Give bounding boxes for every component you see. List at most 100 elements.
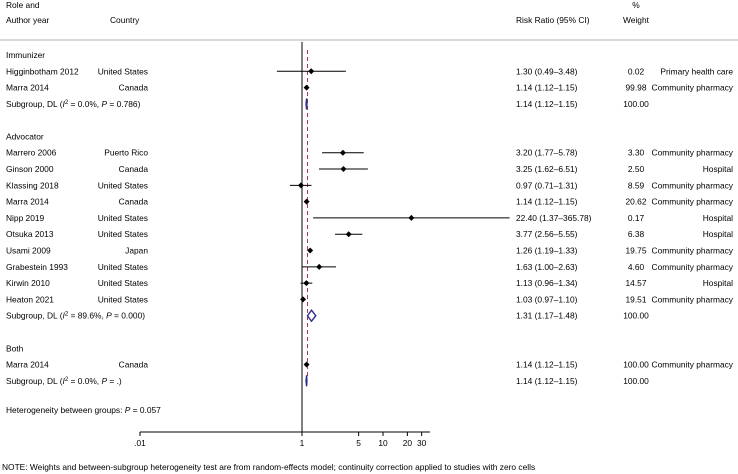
study-author: Marra 2014 xyxy=(6,360,49,370)
study-author: Ginson 2000 xyxy=(6,164,54,174)
study-author: Marra 2014 xyxy=(6,83,49,93)
header-country: Country xyxy=(110,15,140,25)
heterogeneity-between-groups: Heterogeneity between groups: P = 0.057 xyxy=(6,405,161,415)
study-point-marker xyxy=(408,214,415,221)
study-setting: Community pharmacy xyxy=(652,262,734,272)
study-country: United States xyxy=(98,66,148,76)
study-setting: Community pharmacy xyxy=(652,148,734,158)
study-risk-ratio: 1.14 (1.12–1.15) xyxy=(516,197,578,207)
study-point-marker xyxy=(307,247,314,254)
study-risk-ratio: 1.14 (1.12–1.15) xyxy=(516,360,578,370)
group-heading: Advocator xyxy=(6,131,44,141)
study-setting: Hospital xyxy=(703,229,733,239)
study-risk-ratio: 1.03 (0.97–1.10) xyxy=(516,294,578,304)
study-risk-ratio: 1.13 (0.96–1.34) xyxy=(516,278,578,288)
subgroup-weight: 100.00 xyxy=(623,99,649,109)
subgroup-risk-ratio: 1.14 (1.12–1.15) xyxy=(516,99,578,109)
x-axis-tick-label: 20 xyxy=(403,438,413,448)
study-country: Canada xyxy=(119,164,149,174)
study-point-marker xyxy=(303,84,310,91)
x-axis-tick-label: 10 xyxy=(378,438,388,448)
study-country: Canada xyxy=(119,83,149,93)
study-author: Otsuka 2013 xyxy=(6,229,54,239)
group-heading: Both xyxy=(6,343,24,353)
study-point-marker xyxy=(300,296,307,303)
study-weight: 20.62 xyxy=(626,197,647,207)
subgroup-risk-ratio: 1.31 (1.17–1.48) xyxy=(516,311,578,321)
study-setting: Hospital xyxy=(703,213,733,223)
study-weight: 8.59 xyxy=(628,180,645,190)
study-risk-ratio: 1.14 (1.12–1.15) xyxy=(516,83,578,93)
study-setting: Hospital xyxy=(703,164,733,174)
study-weight: 14.57 xyxy=(626,278,647,288)
study-weight: 6.38 xyxy=(628,229,645,239)
header-percent: % xyxy=(632,0,640,10)
study-point-marker xyxy=(339,149,346,156)
study-risk-ratio: 1.30 (0.49–3.48) xyxy=(516,66,578,76)
study-point-marker xyxy=(303,280,310,287)
study-point-marker xyxy=(303,361,310,368)
study-author: Klassing 2018 xyxy=(6,180,59,190)
study-author: Usami 2009 xyxy=(6,246,51,256)
study-risk-ratio: 3.25 (1.62–6.51) xyxy=(516,164,578,174)
header-role-line1: Role and xyxy=(6,0,40,10)
study-country: United States xyxy=(98,262,148,272)
subgroup-diamond xyxy=(305,98,308,110)
subgroup-weight: 100.00 xyxy=(623,376,649,386)
study-setting: Community pharmacy xyxy=(652,360,734,370)
study-point-marker xyxy=(303,198,310,205)
study-weight: 19.51 xyxy=(626,294,647,304)
study-country: Japan xyxy=(125,246,148,256)
x-axis-tick-label: .01 xyxy=(134,438,146,448)
study-setting: Community pharmacy xyxy=(652,294,734,304)
study-author: Kirwin 2010 xyxy=(6,278,50,288)
study-country: United States xyxy=(98,294,148,304)
study-author: Grabestein 1993 xyxy=(6,262,68,272)
study-setting: Community pharmacy xyxy=(652,197,734,207)
study-risk-ratio: 0.97 (0.71–1.31) xyxy=(516,180,578,190)
subgroup-diamond xyxy=(305,375,308,387)
study-point-marker xyxy=(316,263,323,270)
study-country: United States xyxy=(98,180,148,190)
study-weight: 100.00 xyxy=(623,360,649,370)
study-country: Canada xyxy=(119,360,149,370)
study-country: Puerto Rico xyxy=(104,148,148,158)
x-axis-tick-label: 5 xyxy=(356,438,361,448)
subgroup-diamond xyxy=(306,309,317,323)
subgroup-label: Subgroup, DL (I2 = 0.0%, P = .) xyxy=(6,376,122,386)
study-weight: 3.30 xyxy=(628,148,645,158)
study-point-marker xyxy=(308,68,315,75)
study-author: Marrero 2006 xyxy=(6,148,57,158)
study-point-marker xyxy=(345,231,352,238)
study-country: United States xyxy=(98,213,148,223)
subgroup-risk-ratio: 1.14 (1.12–1.15) xyxy=(516,376,578,386)
study-author: Higginbotham 2012 xyxy=(6,66,79,76)
study-point-marker xyxy=(297,182,304,189)
footnote: NOTE: Weights and between-subgroup heter… xyxy=(2,462,535,472)
study-weight: 19.75 xyxy=(626,246,647,256)
study-setting: Community pharmacy xyxy=(652,180,734,190)
study-weight: 0.17 xyxy=(628,213,645,223)
study-country: United States xyxy=(98,278,148,288)
study-author: Marra 2014 xyxy=(6,197,49,207)
study-point-marker xyxy=(340,166,347,173)
study-weight: 4.60 xyxy=(628,262,645,272)
study-weight: 99.98 xyxy=(626,83,647,93)
study-risk-ratio: 3.20 (1.77–5.78) xyxy=(516,148,578,158)
study-author: Heaton 2021 xyxy=(6,294,54,304)
study-weight: 0.02 xyxy=(628,66,645,76)
study-setting: Primary health care xyxy=(660,66,733,76)
group-heading: Immunizer xyxy=(6,50,45,60)
study-risk-ratio: 22.40 (1.37–365.78) xyxy=(516,213,592,223)
study-country: Canada xyxy=(119,197,149,207)
study-setting: Community pharmacy xyxy=(652,246,734,256)
subgroup-weight: 100.00 xyxy=(623,311,649,321)
header-author-year: Author year xyxy=(6,15,50,25)
header-weight: Weight xyxy=(623,15,650,25)
study-risk-ratio: 1.63 (1.00–2.63) xyxy=(516,262,578,272)
x-axis-tick-label: 1 xyxy=(300,438,305,448)
subgroup-label: Subgroup, DL (I2 = 89.6%, P = 0.000) xyxy=(6,311,145,321)
study-country: United States xyxy=(98,229,148,239)
study-author: Nipp 2019 xyxy=(6,213,45,223)
